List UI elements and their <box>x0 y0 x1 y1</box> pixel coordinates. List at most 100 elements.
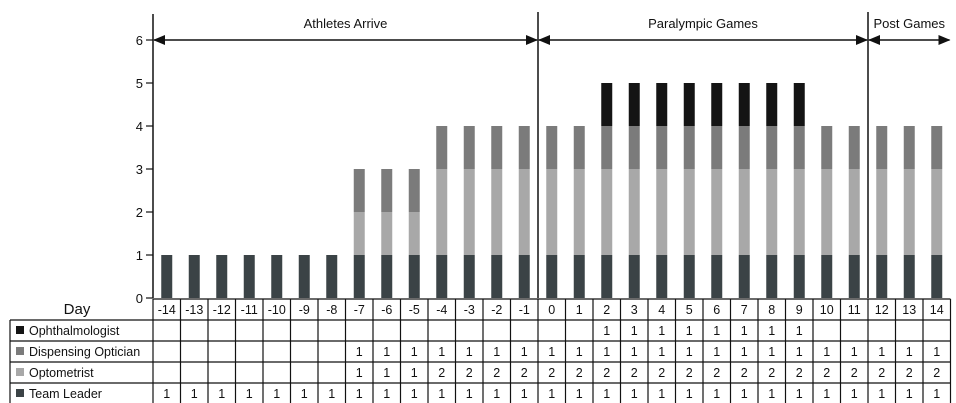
x-tick-label: 3 <box>631 303 638 317</box>
table-value: 1 <box>768 345 775 359</box>
bar-optometrist-day-13 <box>903 169 915 255</box>
bar-team-leader-day--10 <box>271 255 283 298</box>
legend-label: Team Leader <box>29 387 102 401</box>
x-tick-label: -8 <box>326 303 337 317</box>
bar-dispensing-optician-day-6 <box>711 126 723 169</box>
table-value: 1 <box>713 324 720 338</box>
bar-dispensing-optician-day-5 <box>683 126 695 169</box>
y-tick-label: 1 <box>136 248 143 263</box>
bar-team-leader-day-11 <box>848 255 860 298</box>
axes: 0 1 2 3 4 5 6 <box>136 14 154 306</box>
y-tick-label: 5 <box>136 76 143 91</box>
bar-team-leader-day--12 <box>216 255 228 298</box>
table-value: 1 <box>658 387 665 401</box>
bar-dispensing-optician-day--2 <box>491 126 503 169</box>
table-value: 1 <box>906 345 913 359</box>
table-value: 1 <box>356 387 363 401</box>
bar-optometrist-day-7 <box>738 169 750 255</box>
bar-dispensing-optician-day-14 <box>931 126 943 169</box>
table-value: 1 <box>906 387 913 401</box>
x-tick-label: -5 <box>409 303 420 317</box>
y-tick-label: 0 <box>136 291 143 306</box>
table-value: 1 <box>301 387 308 401</box>
bar-team-leader-day-4 <box>656 255 668 298</box>
bar-team-leader-day-10 <box>821 255 833 298</box>
table-value: 1 <box>713 387 720 401</box>
bar-team-leader-day--6 <box>381 255 393 298</box>
data-table: Day -14 -13 -12 -11 -10 -9 -8 -7 -6 -5 -4 -3 -2 -1 0 1 2 3… <box>16 301 944 401</box>
x-tick-label: 6 <box>713 303 720 317</box>
table-value: 2 <box>686 366 693 380</box>
table-value: 1 <box>603 345 610 359</box>
bar-optometrist-day-5 <box>683 169 695 255</box>
bar-ophthalmologist-day-3 <box>628 83 640 126</box>
table-value: 2 <box>548 366 555 380</box>
table-value: 1 <box>878 345 885 359</box>
bar-dispensing-optician-day--1 <box>518 126 530 169</box>
table-value: 1 <box>796 345 803 359</box>
bar-team-leader-day--5 <box>408 255 420 298</box>
table-value: 2 <box>438 366 445 380</box>
legend-label: Ophthalmologist <box>29 324 120 338</box>
table-value: 1 <box>631 345 638 359</box>
table-value: 2 <box>658 366 665 380</box>
table-value: 2 <box>493 366 500 380</box>
table-value: 2 <box>768 366 775 380</box>
x-tick-label: 9 <box>796 303 803 317</box>
legend-label: Optometrist <box>29 366 94 380</box>
bar-team-leader-day--14 <box>161 255 173 298</box>
table-value: 1 <box>383 345 390 359</box>
table-value: 1 <box>823 387 830 401</box>
table-value: 1 <box>741 387 748 401</box>
table-value: 2 <box>878 366 885 380</box>
table-value: 1 <box>466 387 473 401</box>
table-value: 1 <box>438 387 445 401</box>
bar-dispensing-optician-day--4 <box>436 126 448 169</box>
x-tick-label: 8 <box>768 303 775 317</box>
bar-team-leader-day-1 <box>573 255 585 298</box>
phase-label-1: Athletes Arrive <box>304 16 388 31</box>
table-value: 1 <box>521 345 528 359</box>
bar-optometrist-day-2 <box>601 169 613 255</box>
bar-dispensing-optician-day-10 <box>821 126 833 169</box>
x-tick-label: -4 <box>436 303 447 317</box>
table-value: 1 <box>768 324 775 338</box>
x-tick-label: 0 <box>548 303 555 317</box>
y-tick-label: 6 <box>136 33 143 48</box>
bar-optometrist-day--2 <box>491 169 503 255</box>
table-value: 2 <box>713 366 720 380</box>
phase-annotations: Athletes Arrive Paralympic Games Post Game… <box>153 12 951 298</box>
table-value: 1 <box>768 387 775 401</box>
bar-dispensing-optician-day--6 <box>381 169 393 212</box>
x-tick-label: -9 <box>299 303 310 317</box>
table-grid <box>9 298 952 403</box>
bar-team-leader-day-6 <box>711 255 723 298</box>
bar-optometrist-day--4 <box>436 169 448 255</box>
bar-optometrist-day-10 <box>821 169 833 255</box>
x-tick-label: -13 <box>185 303 203 317</box>
table-value: 1 <box>823 345 830 359</box>
bar-optometrist-day-3 <box>628 169 640 255</box>
table-value: 2 <box>823 366 830 380</box>
bar-team-leader-day-14 <box>931 255 943 298</box>
table-value: 1 <box>603 387 610 401</box>
bar-ophthalmologist-day-6 <box>711 83 723 126</box>
table-value: 2 <box>631 366 638 380</box>
table-value: 1 <box>796 324 803 338</box>
x-tick-label: -2 <box>491 303 502 317</box>
table-value: 1 <box>466 345 473 359</box>
table-value: 1 <box>411 387 418 401</box>
bar-team-leader-day--8 <box>326 255 338 298</box>
bar-dispensing-optician-day--5 <box>408 169 420 212</box>
table-value: 1 <box>383 387 390 401</box>
legend-swatch <box>16 368 24 376</box>
bar-optometrist-day--3 <box>463 169 475 255</box>
table-value: 2 <box>576 366 583 380</box>
table-value: 1 <box>741 345 748 359</box>
bar-team-leader-day-0 <box>546 255 558 298</box>
phase-label-3: Post Games <box>873 16 945 31</box>
table-value: 1 <box>383 366 390 380</box>
x-tick-label: 2 <box>603 303 610 317</box>
bar-optometrist-day-0 <box>546 169 558 255</box>
